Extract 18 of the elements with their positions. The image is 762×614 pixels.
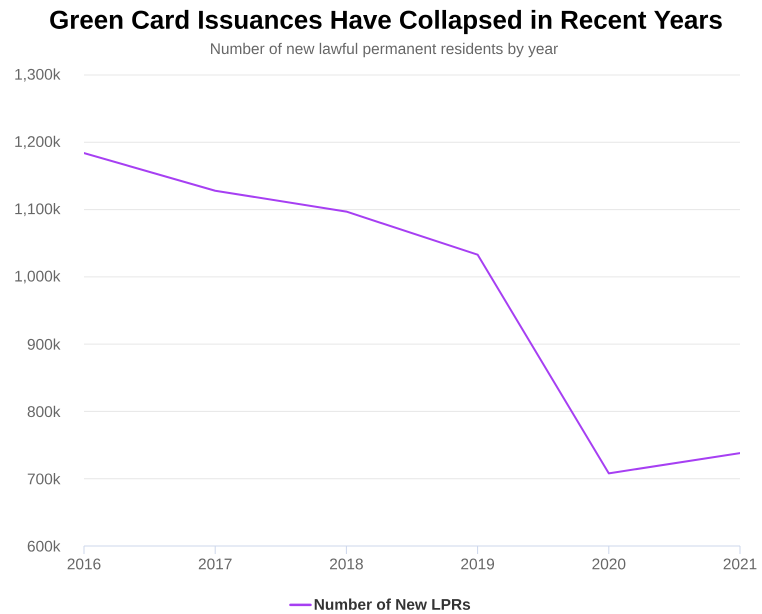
chart-title: Green Card Issuances Have Collapsed in Recent Years — [50, 10, 722, 34]
chart-subtitle: Number of new lawful permanent residents by year — [211, 42, 558, 58]
y-tick-label: 800k — [28, 406, 60, 418]
x-tick-label: 2019 — [461, 558, 494, 570]
y-tick-label: 1,100k — [15, 202, 60, 216]
y-tick-label: 1,000k — [15, 270, 60, 284]
x-tick-label: 2021 — [724, 558, 756, 570]
y-tick-label: 900k — [28, 338, 60, 350]
x-tick-label: 2020 — [592, 558, 626, 570]
y-tick-label: 1,200k — [15, 136, 60, 149]
x-tick-label: 2016 — [68, 558, 100, 570]
line-series — [84, 152, 740, 474]
y-tick-label: 600k — [28, 540, 60, 552]
x-tick-label: 2018 — [330, 558, 363, 570]
x-tick-label: 2017 — [198, 558, 232, 570]
legend-label: Number of New LPRs — [314, 598, 470, 610]
y-tick-label: 1,300k — [15, 68, 60, 82]
y-tick-label: 700k — [28, 473, 60, 484]
